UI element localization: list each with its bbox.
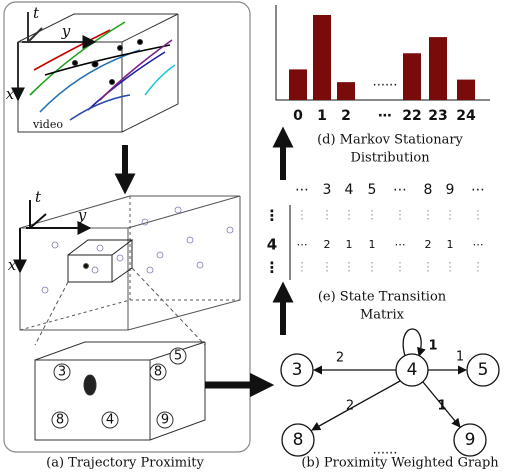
axis-y: y xyxy=(77,206,87,224)
column-label: ⋯ xyxy=(393,182,407,198)
caption: (a) Trajectory Proximity xyxy=(46,456,204,471)
node xyxy=(280,353,314,387)
node-label: 9 xyxy=(465,430,476,450)
bar xyxy=(289,69,307,100)
node xyxy=(101,411,119,429)
axis-t: t xyxy=(33,4,40,22)
video-label: video xyxy=(32,118,63,131)
cell: 2 xyxy=(324,238,331,251)
column-label: 4 xyxy=(345,182,354,198)
cell: ⋯ xyxy=(297,238,308,251)
cell: 2 xyxy=(425,238,432,251)
edge-label: 1 xyxy=(437,399,446,414)
x-tick-label: 1 xyxy=(317,108,327,124)
node xyxy=(395,353,429,387)
bar xyxy=(429,37,447,100)
graph-edges xyxy=(311,328,467,431)
row-label: 4 xyxy=(267,236,277,254)
node xyxy=(156,411,174,429)
node-label: 9 xyxy=(161,413,169,428)
cell: ⋯ xyxy=(473,238,484,251)
edge-label: 1 xyxy=(428,339,437,354)
row-label: ⋮ xyxy=(265,259,280,277)
edge-label: 2 xyxy=(336,351,344,366)
row-label: ⋮ xyxy=(265,207,280,225)
mid-box xyxy=(13,195,241,346)
node xyxy=(466,353,500,387)
x-tick-label: 22 xyxy=(402,108,421,124)
bar xyxy=(337,82,355,100)
axis-y: y xyxy=(61,22,71,40)
cell: ⋯ xyxy=(395,238,406,251)
node xyxy=(149,363,167,381)
axis-x: x xyxy=(8,256,17,274)
node-label: 8 xyxy=(56,413,64,428)
node xyxy=(281,423,315,457)
column-label: 9 xyxy=(446,182,455,198)
x-tick-label: 24 xyxy=(456,108,476,124)
column-label: ⋯ xyxy=(295,182,309,198)
caption: (b) Proximity Weighted Graph xyxy=(301,456,499,471)
x-tick-label: ⋯ xyxy=(378,108,392,124)
node-label: 4 xyxy=(407,360,418,380)
matrix: ⋯ ⋯ 3 2 4 1 5 1 ⋯ ⋯ 8 2 9 1 ⋯ ⋯ ⋮ 4 ⋮ xyxy=(265,182,486,277)
x-tick-label: 2 xyxy=(341,108,351,124)
node-label: 8 xyxy=(293,430,304,450)
node-label: 4 xyxy=(106,413,114,428)
node xyxy=(169,347,187,365)
node-label: 3 xyxy=(292,360,303,380)
ellipsis: ...... xyxy=(373,75,398,90)
node-label: 5 xyxy=(478,360,489,380)
node xyxy=(51,411,69,429)
node xyxy=(53,363,71,381)
cell: 1 xyxy=(447,238,454,251)
bar xyxy=(403,53,421,100)
cell: 1 xyxy=(346,238,353,251)
column-label: ⋯ xyxy=(471,182,485,198)
top-box xyxy=(11,12,179,133)
ellipsis: ...... xyxy=(373,443,398,458)
node-label: 5 xyxy=(174,349,182,364)
caption: Matrix xyxy=(360,308,405,323)
cell: 1 xyxy=(369,238,376,251)
x-tick-label: 23 xyxy=(428,108,447,124)
x-tick-label: 0 xyxy=(293,108,303,124)
column-label: 8 xyxy=(424,182,433,198)
bar xyxy=(313,15,331,100)
graph: 3 4 5 8 9 2 1 1 2 1 xyxy=(280,339,500,457)
edge-label: 2 xyxy=(346,399,354,414)
bar xyxy=(457,79,475,100)
edge-label: 1 xyxy=(456,350,464,365)
axis-t: t xyxy=(35,188,42,206)
caption: (d) Markov Stationary xyxy=(317,133,463,148)
caption: Distribution xyxy=(350,151,430,166)
axis-x: x xyxy=(6,85,15,103)
node-label: 8 xyxy=(154,365,162,380)
node-label: 3 xyxy=(58,365,66,380)
panel-frame xyxy=(3,1,251,453)
column-label: 3 xyxy=(323,182,332,198)
bars: 0 1 2 ⋯ 22 23 24...... xyxy=(289,15,476,124)
column-label: 5 xyxy=(368,182,377,198)
caption: (e) State Transition xyxy=(318,290,447,305)
node xyxy=(453,423,487,457)
